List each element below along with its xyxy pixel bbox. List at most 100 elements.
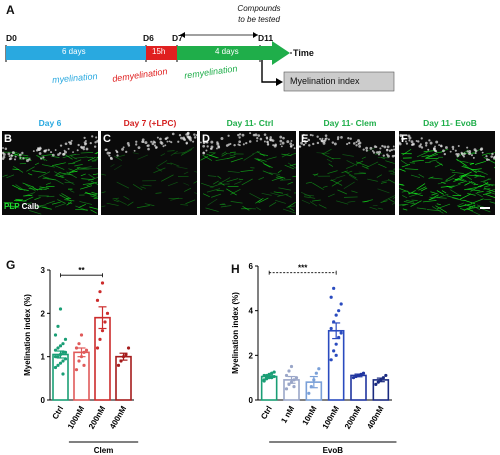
fiber bbox=[460, 177, 468, 183]
purkinje-cell bbox=[324, 134, 328, 137]
data-point bbox=[361, 371, 366, 375]
data-point bbox=[351, 376, 356, 380]
purkinje-cell bbox=[89, 141, 92, 145]
fiber bbox=[34, 197, 41, 200]
fiber bbox=[347, 200, 356, 203]
fiber bbox=[153, 167, 166, 174]
bar-ctrl bbox=[52, 353, 69, 401]
fiber bbox=[255, 197, 264, 204]
fiber bbox=[380, 200, 388, 203]
fiber bbox=[137, 154, 148, 160]
purkinje-cell bbox=[485, 158, 489, 161]
purkinje-cell bbox=[192, 140, 195, 143]
micrograph-title-b: Day 6 bbox=[38, 118, 62, 128]
fiber bbox=[167, 181, 178, 187]
purkinje-cell bbox=[21, 151, 24, 155]
fiber bbox=[381, 179, 390, 183]
purkinje-cell bbox=[289, 145, 293, 148]
fiber bbox=[388, 198, 395, 203]
fiber bbox=[418, 186, 427, 191]
purkinje-cell bbox=[125, 150, 128, 154]
fiber bbox=[174, 151, 186, 154]
fiber bbox=[226, 178, 239, 183]
fiber bbox=[305, 181, 313, 184]
data-point bbox=[334, 342, 338, 346]
fiber bbox=[211, 193, 222, 198]
stain-legend-calb: Calb bbox=[21, 202, 39, 211]
fiber bbox=[41, 154, 53, 157]
fiber bbox=[275, 199, 286, 204]
fiber bbox=[277, 170, 282, 174]
fiber bbox=[420, 187, 428, 192]
y-tick-label: 6 bbox=[249, 262, 254, 271]
purkinje-cell bbox=[300, 141, 303, 145]
purkinje-cell bbox=[227, 143, 230, 146]
purkinje-cell bbox=[146, 144, 149, 147]
fiber bbox=[15, 198, 22, 201]
purkinje-cell bbox=[470, 154, 473, 157]
purkinje-cell bbox=[193, 133, 196, 136]
compounds-line1: Compounds bbox=[237, 4, 281, 13]
micrograph-title-e: Day 11- Clem bbox=[323, 118, 377, 128]
fiber bbox=[470, 185, 482, 192]
purkinje-cell bbox=[238, 133, 242, 136]
label-myelination-index: Myelination index bbox=[290, 76, 360, 86]
purkinje-cell bbox=[189, 136, 192, 140]
purkinje-cell bbox=[93, 145, 97, 148]
fiber bbox=[201, 182, 214, 188]
data-point bbox=[53, 355, 58, 359]
fiber bbox=[346, 160, 358, 166]
purkinje-cell bbox=[468, 150, 472, 153]
purkinje-cell bbox=[204, 140, 208, 144]
fiber bbox=[39, 186, 49, 189]
purkinje-cell bbox=[156, 136, 159, 139]
fiber bbox=[205, 207, 219, 212]
fiber bbox=[136, 205, 150, 209]
fiber bbox=[261, 192, 272, 196]
segment-red bbox=[146, 46, 177, 60]
fiber bbox=[94, 158, 98, 161]
label-4days: 4 days bbox=[215, 47, 239, 56]
purkinje-cell bbox=[399, 141, 401, 145]
purkinje-cell bbox=[38, 152, 42, 155]
data-point bbox=[56, 346, 60, 350]
data-point bbox=[262, 379, 266, 383]
purkinje-cell bbox=[425, 144, 428, 147]
fiber bbox=[202, 193, 210, 198]
fiber bbox=[330, 179, 336, 181]
data-point bbox=[61, 372, 65, 376]
purkinje-cell bbox=[410, 140, 414, 144]
fiber bbox=[183, 182, 190, 186]
purkinje-cell bbox=[324, 137, 327, 140]
purkinje-cell bbox=[293, 147, 296, 150]
fiber bbox=[230, 201, 243, 204]
purkinje-cell bbox=[444, 146, 448, 149]
purkinje-cell bbox=[388, 149, 392, 152]
purkinje-cell bbox=[263, 133, 267, 136]
fiber bbox=[68, 168, 74, 171]
fiber bbox=[377, 188, 390, 194]
compounds-arrow-head-right bbox=[253, 32, 258, 38]
purkinje-cell bbox=[168, 140, 171, 143]
stain-legend: PLP Calb bbox=[4, 202, 39, 211]
fiber bbox=[208, 154, 219, 159]
fiber bbox=[351, 190, 358, 194]
fiber bbox=[88, 173, 96, 179]
purkinje-cell bbox=[415, 140, 418, 142]
data-point bbox=[329, 326, 333, 331]
purkinje-cell bbox=[282, 136, 285, 140]
purkinje-cell bbox=[18, 153, 22, 157]
purkinje-cell bbox=[210, 140, 214, 144]
micrograph-title-f: Day 11- EvoB bbox=[423, 118, 477, 128]
purkinje-cell bbox=[299, 145, 301, 148]
fiber bbox=[471, 198, 484, 204]
fiber bbox=[76, 167, 88, 170]
purkinje-cell bbox=[108, 154, 111, 157]
fiber bbox=[200, 155, 209, 161]
fiber bbox=[23, 195, 33, 197]
data-point bbox=[61, 342, 65, 346]
purkinje-cell bbox=[233, 143, 236, 147]
purkinje-cell bbox=[259, 137, 263, 141]
fiber bbox=[383, 195, 395, 202]
fiber bbox=[70, 155, 77, 160]
